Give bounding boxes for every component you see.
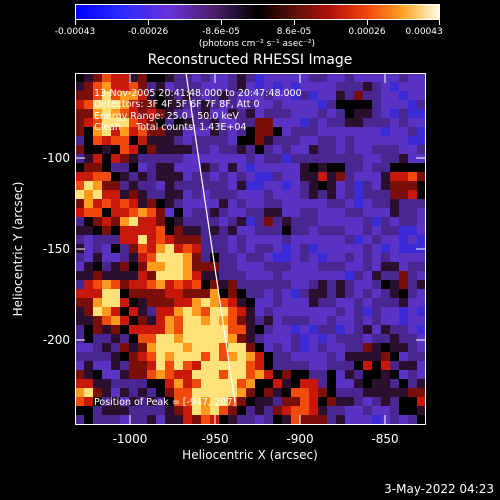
rhessi-image	[75, 73, 426, 425]
info-total-counts: Clean Total counts: 1.43E+04	[94, 122, 247, 133]
x-tick-label: -900	[286, 432, 314, 446]
colorbar-label: -0.00043	[54, 27, 96, 37]
colorbar-label: -8.6e-05	[202, 27, 240, 37]
x-tick-label: -1000	[112, 432, 148, 446]
y-tick-label: -100	[42, 151, 70, 165]
colorbar-tick	[439, 20, 440, 25]
x-axis-label: Heliocentric X (arcsec)	[182, 448, 318, 462]
colorbar-unit-label: (photons cm⁻² s⁻¹ asec⁻²)	[198, 39, 316, 49]
info-detectors: Detectors: 3F 4F 5F 6F 7F 8F, Att 0	[94, 99, 260, 110]
colorbar-tick	[148, 20, 149, 25]
plot-title: Reconstructed RHESSI Image	[147, 52, 353, 68]
info-time-range: 13-Nov-2005 20:41:48.000 to 20:47:48.000	[94, 88, 302, 99]
x-tick-marks	[129, 73, 386, 425]
x-tick-label: -950	[201, 432, 229, 446]
colorbar-label: 0.00026	[348, 27, 386, 37]
info-energy-range: Energy Range: 25.0 - 50.0 keV	[94, 111, 239, 122]
colorbar-label: 8.6e-05	[276, 27, 312, 37]
colorbar-tick	[294, 20, 295, 25]
colorbar-label: 0.00043	[405, 27, 443, 37]
colorbar	[75, 4, 440, 20]
y-tick-marks	[75, 157, 426, 341]
timestamp: 3-May-2022 04:23	[384, 482, 494, 496]
y-axis-label: Heliocentric Y (arcsec)	[11, 181, 25, 317]
limb-line	[185, 73, 236, 404]
colorbar-label: -0.00026	[127, 27, 169, 37]
image-plot[interactable]	[75, 73, 426, 425]
colorbar-tick	[367, 20, 368, 25]
y-tick-label: -150	[42, 242, 70, 256]
image-pixels	[75, 73, 426, 425]
colorbar-tick	[75, 20, 76, 25]
colorbar-tick	[221, 20, 222, 25]
peak-position-label: Position of Peak = [-947,-207]	[94, 397, 237, 408]
y-tick-label: -200	[42, 333, 70, 347]
x-tick-label: -850	[371, 432, 399, 446]
